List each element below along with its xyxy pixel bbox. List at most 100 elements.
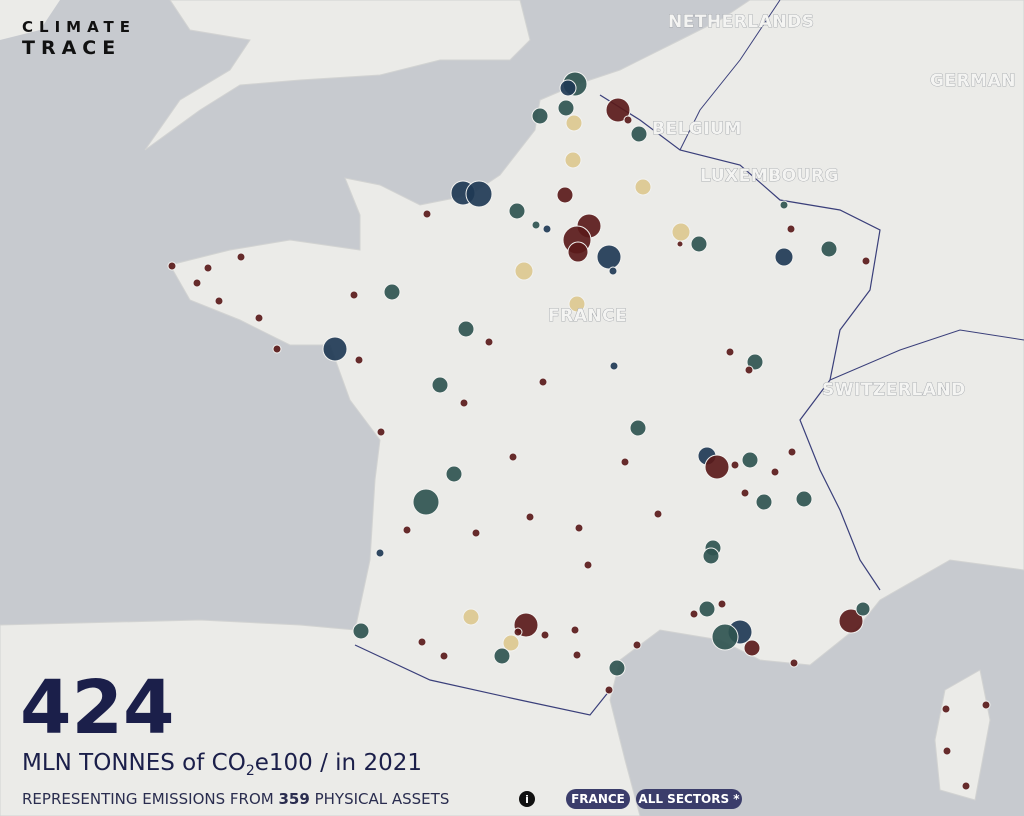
asset-dot[interactable] — [457, 320, 475, 338]
asset-dot[interactable] — [755, 493, 773, 511]
asset-dot[interactable] — [795, 490, 813, 508]
pill-bg[interactable] — [566, 789, 630, 809]
filter-pill[interactable]: FRANCE — [566, 789, 630, 809]
asset-dot[interactable] — [459, 398, 469, 408]
asset-dot[interactable] — [514, 261, 534, 281]
asset-dot[interactable] — [671, 222, 691, 242]
asset-dot[interactable] — [961, 781, 971, 791]
asset-dot[interactable] — [786, 224, 796, 234]
asset-dot[interactable] — [471, 528, 481, 538]
asset-dot[interactable] — [740, 488, 750, 498]
asset-dot[interactable] — [376, 427, 386, 437]
asset-dot[interactable] — [412, 488, 440, 516]
asset-dot[interactable] — [203, 263, 213, 273]
asset-dot[interactable] — [236, 252, 246, 262]
asset-dot[interactable] — [465, 180, 493, 208]
asset-dot[interactable] — [942, 746, 952, 756]
asset-dot[interactable] — [604, 685, 614, 695]
asset-dot[interactable] — [352, 622, 370, 640]
asset-dot[interactable] — [462, 608, 480, 626]
asset-dot[interactable] — [623, 115, 633, 125]
asset-dot[interactable] — [608, 266, 618, 276]
asset-dot[interactable] — [820, 240, 838, 258]
asset-dot[interactable] — [383, 283, 401, 301]
asset-dot[interactable] — [559, 79, 577, 97]
asset-dot[interactable] — [717, 599, 727, 609]
asset-dot[interactable] — [531, 107, 549, 125]
asset-dot[interactable] — [531, 220, 541, 230]
filter-pill[interactable]: ALL SECTORS * — [636, 789, 742, 809]
asset-dot[interactable] — [941, 704, 951, 714]
asset-dot[interactable] — [431, 376, 449, 394]
asset-dot[interactable] — [789, 658, 799, 668]
asset-dot[interactable] — [676, 240, 684, 248]
asset-dot[interactable] — [557, 99, 575, 117]
asset-dot[interactable] — [525, 512, 535, 522]
asset-dot[interactable] — [556, 186, 574, 204]
asset-dot[interactable] — [704, 454, 730, 480]
asset-dot[interactable] — [779, 200, 789, 210]
asset-dot[interactable] — [609, 361, 619, 371]
info-button[interactable]: i — [519, 791, 535, 807]
asset-dot[interactable] — [542, 224, 552, 234]
asset-dot[interactable] — [653, 509, 663, 519]
asset-dot[interactable] — [422, 209, 432, 219]
asset-dot[interactable] — [568, 295, 586, 313]
asset-dot[interactable] — [787, 447, 797, 457]
asset-dot[interactable] — [354, 355, 364, 365]
asset-dot[interactable] — [608, 659, 626, 677]
asset-dot[interactable] — [730, 460, 740, 470]
info-text[interactable]: i — [525, 793, 529, 806]
asset-dot[interactable] — [254, 313, 264, 323]
asset-dot[interactable] — [981, 700, 991, 710]
asset-dot[interactable] — [702, 547, 720, 565]
asset-dot[interactable] — [743, 639, 761, 657]
asset-dot[interactable] — [508, 452, 518, 462]
asset-dot[interactable] — [192, 278, 202, 288]
asset-dot[interactable] — [711, 623, 739, 651]
asset-dot[interactable] — [605, 97, 631, 123]
asset-dot[interactable] — [570, 625, 580, 635]
info-icon[interactable] — [519, 791, 535, 807]
asset-dot[interactable] — [861, 256, 871, 266]
asset-dot[interactable] — [630, 125, 648, 143]
asset-dot[interactable] — [567, 241, 589, 263]
asset-dot[interactable] — [502, 634, 520, 652]
asset-dot[interactable] — [538, 377, 548, 387]
asset-dot[interactable] — [629, 419, 647, 437]
asset-dot[interactable] — [445, 465, 463, 483]
asset-dot[interactable] — [565, 114, 583, 132]
asset-dot[interactable] — [508, 202, 526, 220]
asset-dot[interactable] — [214, 296, 224, 306]
asset-dot[interactable] — [838, 608, 864, 634]
pill-bg[interactable] — [636, 789, 742, 809]
pill-text[interactable]: FRANCE — [571, 792, 625, 806]
asset-dot[interactable] — [770, 467, 780, 477]
asset-dot[interactable] — [484, 337, 494, 347]
asset-dot[interactable] — [540, 630, 550, 640]
asset-dot[interactable] — [493, 647, 511, 665]
asset-dot[interactable] — [322, 336, 348, 362]
asset-dot[interactable] — [855, 601, 871, 617]
asset-dot[interactable] — [596, 244, 622, 270]
asset-dot[interactable] — [439, 651, 449, 661]
asset-dot[interactable] — [725, 347, 735, 357]
asset-dot[interactable] — [349, 290, 359, 300]
asset-dot[interactable] — [634, 178, 652, 196]
asset-dot[interactable] — [417, 637, 427, 647]
asset-dot[interactable] — [632, 640, 642, 650]
asset-dot[interactable] — [564, 151, 582, 169]
asset-dot[interactable] — [574, 523, 584, 533]
asset-dot[interactable] — [774, 247, 794, 267]
asset-dot[interactable] — [583, 560, 593, 570]
asset-dot[interactable] — [572, 650, 582, 660]
asset-dot[interactable] — [620, 457, 630, 467]
pill-text[interactable]: ALL SECTORS * — [638, 792, 740, 806]
asset-dot[interactable] — [698, 600, 716, 618]
asset-dot[interactable] — [513, 627, 523, 637]
asset-dot[interactable] — [690, 235, 708, 253]
asset-dot[interactable] — [402, 525, 412, 535]
asset-dot[interactable] — [689, 609, 699, 619]
asset-dot[interactable] — [744, 365, 754, 375]
asset-dot[interactable] — [167, 261, 177, 271]
